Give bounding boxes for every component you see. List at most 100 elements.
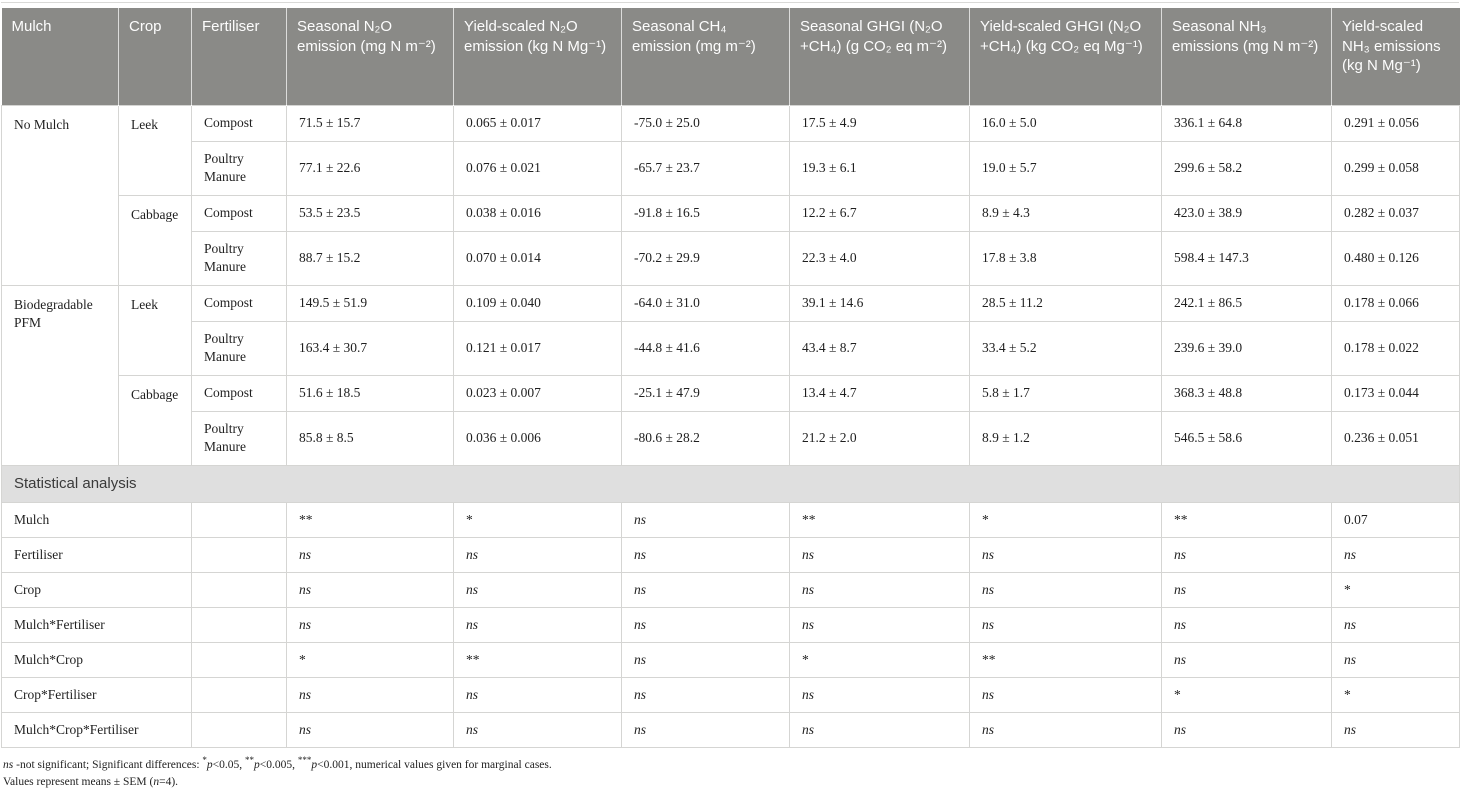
stats-value-cell: ns (453, 676, 622, 713)
stats-value-cell: ns (969, 711, 1162, 748)
stats-value-cell: ns (621, 571, 790, 608)
value-cell: 299.6 ± 58.2 (1161, 140, 1332, 196)
value-cell: 0.236 ± 0.051 (1331, 410, 1460, 466)
fertiliser-cell: Compost (191, 374, 287, 412)
table-top-rule (1, 2, 1459, 3)
value-cell: 85.8 ± 8.5 (286, 410, 454, 466)
value-cell: 0.109 ± 0.040 (453, 284, 622, 322)
value-cell: 77.1 ± 22.6 (286, 140, 454, 196)
footnote-line-2: Values represent means ± SEM (n=4). (3, 774, 1459, 790)
stats-value-cell: ns (969, 571, 1162, 608)
footnote-segment: -not significant; Significant difference… (13, 758, 203, 771)
column-header-8: Seasonal NH₃ emissions (mg N m⁻²) (1161, 8, 1332, 105)
stats-empty-cell (191, 711, 287, 748)
header-row: Mulch Crop Fertiliser Seasonal N₂O emission… (1, 8, 1460, 105)
value-cell: 598.4 ± 147.3 (1161, 230, 1332, 286)
stats-band-row: Statistical analysis (1, 464, 1460, 503)
stats-row: Mulch ** * ns ** * ** 0.07 (1, 501, 1460, 538)
value-cell: 0.178 ± 0.022 (1331, 320, 1460, 376)
stats-value-cell: ns (621, 536, 790, 573)
stats-empty-cell (191, 571, 287, 608)
stats-value-cell: ns (286, 571, 454, 608)
value-cell: 0.178 ± 0.066 (1331, 284, 1460, 322)
fertiliser-cell: Compost (191, 284, 287, 322)
stats-row-label: Mulch*Crop*Fertiliser (1, 711, 192, 748)
value-cell: 88.7 ± 15.2 (286, 230, 454, 286)
stats-value-cell: * (1331, 676, 1460, 713)
stats-value-cell: ns (969, 536, 1162, 573)
value-cell: 0.076 ± 0.021 (453, 140, 622, 196)
stats-value-cell: 0.07 (1331, 501, 1460, 538)
footnote-segment: n (153, 776, 160, 789)
value-cell: -80.6 ± 28.2 (621, 410, 790, 466)
value-cell: 19.3 ± 6.1 (789, 140, 970, 196)
crop-cell: Leek (118, 104, 192, 196)
stats-value-cell: ** (1161, 501, 1332, 538)
stats-value-cell: * (1331, 571, 1460, 608)
value-cell: 0.038 ± 0.016 (453, 194, 622, 232)
fertiliser-cell: Compost (191, 194, 287, 232)
value-cell: 39.1 ± 14.6 (789, 284, 970, 322)
stats-value-cell: ns (286, 711, 454, 748)
value-cell: 33.4 ± 5.2 (969, 320, 1162, 376)
stats-row-label: Mulch*Crop (1, 641, 192, 678)
value-cell: -91.8 ± 16.5 (621, 194, 790, 232)
stats-value-cell: ns (453, 571, 622, 608)
fertiliser-cell: Poultry Manure (191, 140, 287, 196)
crop-cell: Leek (118, 284, 192, 376)
value-cell: 19.0 ± 5.7 (969, 140, 1162, 196)
value-cell: 0.173 ± 0.044 (1331, 374, 1460, 412)
stats-row: Mulch*Crop * ** ns * ** ns ns (1, 641, 1460, 678)
stats-value-cell: ns (621, 606, 790, 643)
value-cell: 43.4 ± 8.7 (789, 320, 970, 376)
footnote-line-1: ns -not significant; Significant differe… (3, 754, 1459, 775)
stats-empty-cell (191, 606, 287, 643)
value-cell: 21.2 ± 2.0 (789, 410, 970, 466)
stats-row: Crop*Fertiliser ns ns ns ns ns * * (1, 676, 1460, 713)
stats-value-cell: * (453, 501, 622, 538)
value-cell: 71.5 ± 15.7 (286, 104, 454, 142)
value-cell: 423.0 ± 38.9 (1161, 194, 1332, 232)
stats-value-cell: ns (789, 571, 970, 608)
stats-value-cell: ns (621, 501, 790, 538)
table-stats-body: Statistical analysis Mulch ** * ns ** * ** 0.07 F… (1, 464, 1460, 748)
footnotes: ns -not significant; Significant differe… (1, 748, 1459, 790)
fertiliser-cell: Compost (191, 104, 287, 142)
value-cell: 0.299 ± 0.058 (1331, 140, 1460, 196)
stats-value-cell: ns (1161, 536, 1332, 573)
data-row: Poultry Manure 88.7 ± 15.2 0.070 ± 0.014 -7… (2, 230, 1460, 286)
value-cell: -64.0 ± 31.0 (621, 284, 790, 322)
column-header-4: Yield-scaled N₂O emission (kg N Mg⁻¹) (453, 8, 622, 105)
stats-value-cell: ns (453, 606, 622, 643)
value-cell: 0.480 ± 0.126 (1331, 230, 1460, 286)
stats-value-cell: ns (453, 711, 622, 748)
footnote-segment: p (254, 758, 260, 771)
column-header-9: Yield-scaled NH₃ emissions (kg N Mg⁻¹) (1331, 8, 1460, 105)
value-cell: 149.5 ± 51.9 (286, 284, 454, 322)
value-cell: 0.070 ± 0.014 (453, 230, 622, 286)
column-header-5: Seasonal CH₄ emission (mg m⁻²) (621, 8, 790, 105)
value-cell: 546.5 ± 58.6 (1161, 410, 1332, 466)
value-cell: 8.9 ± 1.2 (969, 410, 1162, 466)
footnote-segment: p (206, 758, 213, 771)
stats-row: Crop ns ns ns ns ns ns * (1, 571, 1460, 608)
stats-value-cell: * (1161, 676, 1332, 713)
value-cell: 51.6 ± 18.5 (286, 374, 454, 412)
value-cell: -25.1 ± 47.9 (621, 374, 790, 412)
stats-value-cell: ns (1331, 536, 1460, 573)
data-row: Poultry Manure 77.1 ± 22.6 0.076 ± 0.021 -6… (2, 140, 1460, 196)
stats-value-cell: ns (1161, 641, 1332, 678)
stats-row-label: Mulch*Fertiliser (1, 606, 192, 643)
value-cell: 0.121 ± 0.017 (453, 320, 622, 376)
stats-value-cell: ns (789, 676, 970, 713)
fertiliser-cell: Poultry Manure (191, 410, 287, 466)
stats-section-label: Statistical analysis (1, 464, 1460, 503)
value-cell: 8.9 ± 4.3 (969, 194, 1162, 232)
stats-value-cell: ** (969, 641, 1162, 678)
footnote-segment: Values represent means ± SEM ( (3, 776, 154, 789)
stats-value-cell: ns (1331, 606, 1460, 643)
stats-value-cell: * (969, 501, 1162, 538)
emissions-table: Mulch Crop Fertiliser Seasonal N₂O emission… (1, 8, 1460, 748)
data-row: Cabbage Compost 51.6 ± 18.5 0.023 ± 0.007 -2… (2, 374, 1460, 466)
